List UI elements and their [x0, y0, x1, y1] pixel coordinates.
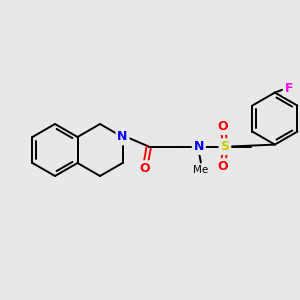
Text: O: O: [218, 120, 228, 133]
Text: F: F: [285, 82, 293, 95]
Text: N: N: [194, 140, 204, 153]
Text: S: S: [220, 140, 230, 153]
Text: Me: Me: [193, 165, 208, 175]
Text: O: O: [218, 160, 228, 173]
Text: N: N: [117, 130, 128, 143]
Text: O: O: [140, 162, 150, 175]
